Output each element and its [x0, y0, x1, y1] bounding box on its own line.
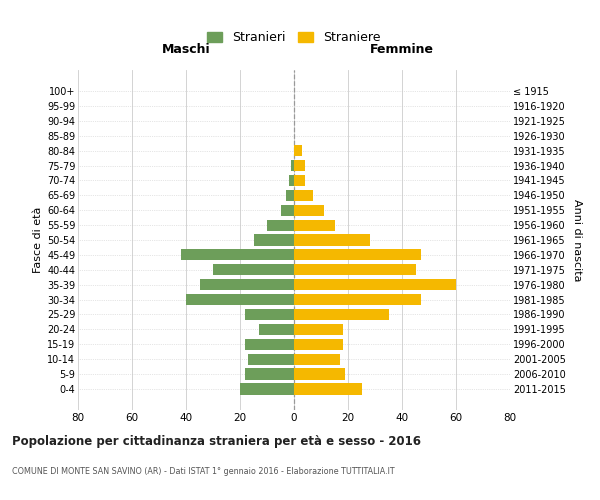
Bar [294, 220, 335, 230]
Bar [294, 234, 370, 246]
Bar [294, 324, 343, 335]
Bar [259, 324, 294, 335]
Bar [294, 190, 313, 201]
Bar [294, 294, 421, 305]
Bar [294, 338, 343, 350]
Bar [294, 279, 456, 290]
Bar [254, 234, 294, 246]
Y-axis label: Anni di nascita: Anni di nascita [572, 198, 583, 281]
Bar [294, 368, 346, 380]
Bar [289, 175, 294, 186]
Bar [294, 309, 389, 320]
Bar [181, 250, 294, 260]
Legend: Stranieri, Straniere: Stranieri, Straniere [205, 28, 383, 46]
Y-axis label: Fasce di età: Fasce di età [32, 207, 43, 273]
Bar [294, 145, 302, 156]
Text: Femmine: Femmine [370, 44, 434, 57]
Text: COMUNE DI MONTE SAN SAVINO (AR) - Dati ISTAT 1° gennaio 2016 - Elaborazione TUTT: COMUNE DI MONTE SAN SAVINO (AR) - Dati I… [12, 468, 395, 476]
Bar [294, 384, 361, 394]
Bar [240, 384, 294, 394]
Bar [294, 250, 421, 260]
Bar [294, 160, 305, 171]
Bar [213, 264, 294, 276]
Bar [286, 190, 294, 201]
Bar [294, 264, 415, 276]
Bar [292, 160, 294, 171]
Bar [294, 204, 324, 216]
Bar [267, 220, 294, 230]
Bar [281, 204, 294, 216]
Bar [294, 354, 340, 365]
Text: Maschi: Maschi [161, 44, 211, 57]
Bar [245, 338, 294, 350]
Bar [294, 175, 305, 186]
Bar [245, 368, 294, 380]
Bar [245, 309, 294, 320]
Bar [199, 279, 294, 290]
Text: Popolazione per cittadinanza straniera per età e sesso - 2016: Popolazione per cittadinanza straniera p… [12, 435, 421, 448]
Bar [248, 354, 294, 365]
Bar [186, 294, 294, 305]
